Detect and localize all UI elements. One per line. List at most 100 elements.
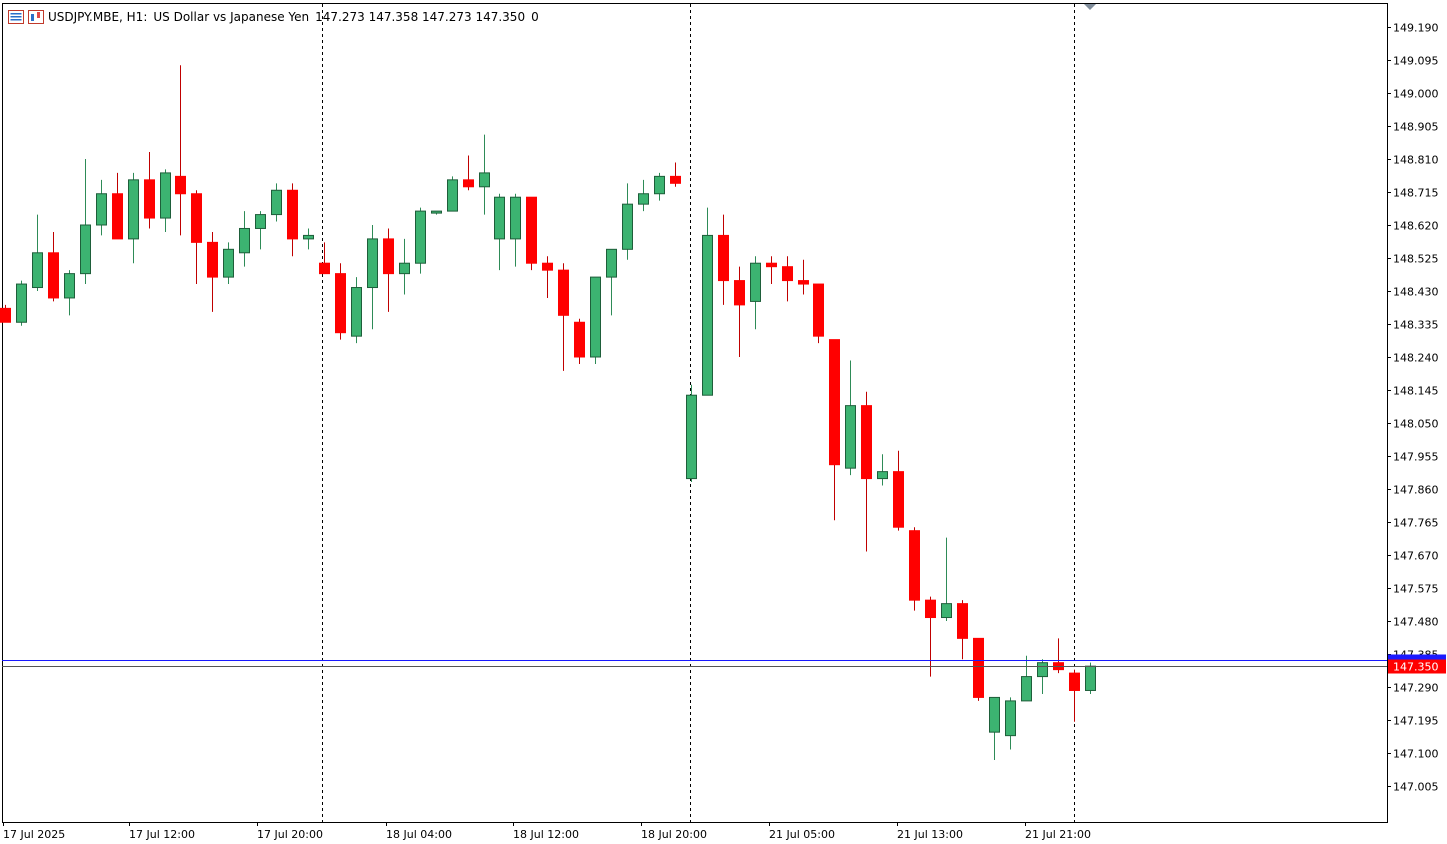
candle-body [702, 234, 713, 396]
y-tick-label: 147.290 [1393, 682, 1439, 695]
window-menu-icon[interactable] [8, 10, 24, 24]
x-tick-label: 18 Jul 04:00 [386, 828, 452, 841]
y-tick-label: 149.000 [1393, 88, 1439, 101]
candle-body [941, 603, 952, 619]
candle-body [1021, 676, 1032, 702]
candle-body [239, 227, 250, 254]
x-tick-label: 17 Jul 12:00 [129, 828, 195, 841]
candle-body [351, 287, 362, 337]
candle-body [415, 210, 426, 264]
candle-body [367, 238, 378, 289]
y-tick-label: 147.100 [1393, 748, 1439, 761]
y-tick-label: 148.905 [1393, 121, 1439, 134]
period-marker-icon [1084, 4, 1096, 10]
candle-body [1085, 665, 1096, 691]
y-tick-label: 147.480 [1393, 616, 1439, 629]
x-tick-label: 17 Jul 2025 [3, 828, 65, 841]
candle-body [1005, 700, 1016, 737]
candle-body [750, 262, 761, 302]
symbol-description: US Dollar vs Japanese Yen [153, 10, 310, 24]
candle-body [112, 193, 123, 240]
y-tick-label: 148.620 [1393, 220, 1439, 233]
bid-price-box [1388, 659, 1446, 674]
candle-body [319, 262, 330, 275]
plot-frame [2, 3, 1388, 823]
candle-body [160, 172, 171, 219]
y-tick-label: 147.670 [1393, 550, 1439, 563]
candle-body [861, 405, 872, 480]
y-tick-label: 148.525 [1393, 253, 1439, 266]
y-tick-label: 147.860 [1393, 484, 1439, 497]
chart-type-icon[interactable] [28, 10, 44, 24]
candle-body [383, 238, 394, 275]
candle-body [335, 273, 346, 334]
candle-body [638, 193, 649, 205]
candle-body [989, 696, 1000, 733]
candle-body [447, 179, 458, 212]
symbol-label: USDJPY.MBE, H1: [48, 10, 148, 24]
candle-body [96, 193, 107, 226]
x-tick-label: 21 Jul 13:00 [897, 828, 963, 841]
candle-body [32, 252, 43, 289]
candle-body [973, 637, 984, 698]
candle-body [542, 262, 553, 271]
candle-body [463, 179, 474, 188]
candle-body [574, 321, 585, 358]
y-tick-label: 148.240 [1393, 352, 1439, 365]
y-tick-label: 147.195 [1393, 715, 1439, 728]
candle-body [590, 276, 601, 358]
candle-body [510, 196, 521, 240]
candle-body [686, 394, 697, 480]
candle-body [255, 214, 266, 229]
candle-body [877, 471, 888, 480]
candle-body [80, 224, 91, 275]
candle-body [893, 471, 904, 528]
y-tick-label: 147.955 [1393, 451, 1439, 464]
y-tick-label: 147.005 [1393, 781, 1439, 794]
candle-body [479, 172, 490, 188]
candle-body [622, 203, 633, 250]
y-tick-label: 148.145 [1393, 385, 1439, 398]
y-tick-label: 148.335 [1393, 319, 1439, 332]
candle-body [191, 193, 202, 243]
x-tick-label: 18 Jul 20:00 [641, 828, 707, 841]
candle-body [0, 307, 11, 323]
candle-body [526, 196, 537, 264]
y-tick-label: 149.095 [1393, 55, 1439, 68]
candle-body [925, 599, 936, 619]
candle-body [957, 603, 968, 639]
y-tick-label: 147.765 [1393, 517, 1439, 530]
candle-body [670, 175, 681, 184]
candle-body [128, 179, 139, 240]
candle-body [144, 179, 155, 219]
y-tick-label: 148.430 [1393, 286, 1439, 299]
candle-body [399, 262, 410, 275]
candle-body [1037, 662, 1048, 678]
candle-body [271, 189, 282, 216]
candle-body [1069, 672, 1080, 691]
y-tick-label: 148.715 [1393, 187, 1439, 200]
candle-body [654, 175, 665, 195]
candle-body [16, 283, 27, 323]
current-price-label: 147.350 [1393, 661, 1439, 674]
volume-value: 0 [531, 10, 539, 24]
candle-body [64, 273, 75, 299]
candle-body [909, 530, 920, 601]
candle-body [798, 280, 809, 285]
chart-header: USDJPY.MBE, H1: US Dollar vs Japanese Ye… [8, 9, 545, 25]
y-tick-label: 149.190 [1393, 22, 1439, 35]
candle-body [431, 210, 442, 214]
x-tick-label: 17 Jul 20:00 [257, 828, 323, 841]
x-tick-label: 18 Jul 12:00 [513, 828, 579, 841]
candle-body [175, 175, 186, 195]
candle-body [845, 405, 856, 469]
y-tick-label: 148.050 [1393, 418, 1439, 431]
candle-body [303, 234, 314, 240]
y-tick-label: 148.810 [1393, 154, 1439, 167]
ohlc-values: 147.273 147.358 147.273 147.350 [315, 10, 526, 24]
x-tick-label: 21 Jul 21:00 [1025, 828, 1091, 841]
candle-body [558, 269, 569, 316]
candle-body [813, 283, 824, 337]
candle-body [782, 266, 793, 282]
